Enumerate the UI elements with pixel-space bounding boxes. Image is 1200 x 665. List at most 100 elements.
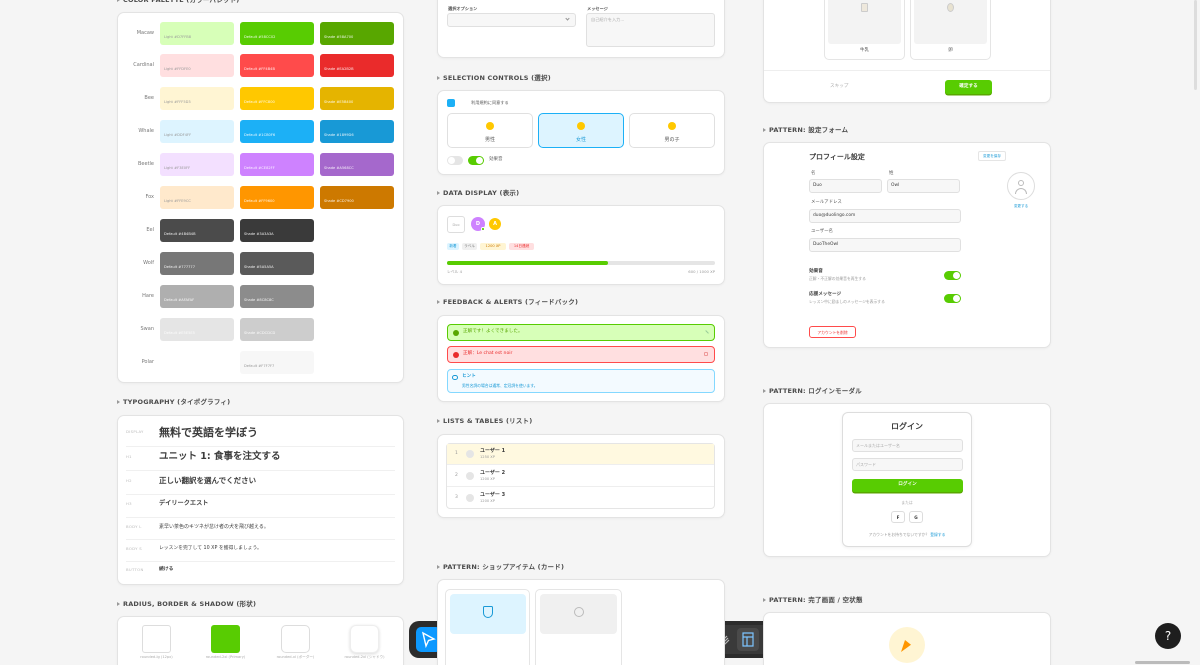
input[interactable] xyxy=(809,209,961,223)
heart-icon xyxy=(574,607,584,617)
delete-label: アカウントを削除 xyxy=(817,329,848,335)
avatar-head xyxy=(1018,180,1024,186)
field-label: メッセージ xyxy=(587,5,608,11)
section-header: DATA DISPLAY (表示) xyxy=(443,188,520,197)
item-icon xyxy=(947,3,954,12)
avatar-letter: A xyxy=(493,220,497,227)
section-header: TYPOGRAPHY (タイポグラフィ) xyxy=(123,397,231,406)
option-card[interactable] xyxy=(538,113,624,148)
list-avatar xyxy=(465,471,475,481)
swatch-label: Default #FF9600 xyxy=(244,199,275,203)
toggle-on[interactable] xyxy=(944,294,961,303)
color-swatch: Default #FF9600 xyxy=(240,186,314,209)
swatch-label: Shade #CD7900 xyxy=(324,199,354,203)
color-swatch: Light #FFDFE0 xyxy=(160,54,234,78)
swatch-label: Default #CE82FF xyxy=(244,166,275,171)
toggle-knob xyxy=(448,157,455,164)
confirm-label: 確定する xyxy=(959,83,978,89)
delete-button[interactable]: アカウントを削除 xyxy=(809,326,856,338)
swatch-label: Light #DDF4FF xyxy=(164,133,192,138)
color-swatch: Default #58CC02 xyxy=(240,21,314,45)
move-tool[interactable] xyxy=(416,627,441,652)
option-card[interactable] xyxy=(629,113,715,148)
setting-desc: レッスン中に励ましのメッセージを表示する xyxy=(809,299,885,305)
badge-text: 1200 XP xyxy=(485,243,501,248)
avatar-action[interactable]: 変更する xyxy=(1013,203,1029,208)
list-xp: 1200 XP xyxy=(480,477,495,482)
toggle-on[interactable] xyxy=(944,271,961,280)
confirm-button[interactable]: 確定する xyxy=(945,80,992,94)
login-button[interactable]: ログイン xyxy=(852,479,963,492)
login-button-label: ログイン xyxy=(898,482,917,488)
type-sample: 続ける xyxy=(159,566,174,572)
type-sample: ユニット 1: 食事を注文する xyxy=(159,451,281,463)
party-cone xyxy=(901,640,911,652)
option-card[interactable] xyxy=(447,113,533,148)
color-swatch: Default #F7F7F7 xyxy=(240,350,314,374)
swatch-label: Shade #EA2B2B xyxy=(324,67,354,72)
alert-flag[interactable] xyxy=(704,352,708,356)
input[interactable] xyxy=(809,179,882,193)
toggle-knob xyxy=(953,295,960,302)
section-marker xyxy=(763,389,766,393)
color-name: Bee xyxy=(144,95,154,102)
v-scrollbar[interactable] xyxy=(1194,0,1197,90)
field-label: メールアドレス xyxy=(811,199,842,205)
alert-success-text: 正解です！よくできました。 xyxy=(463,329,523,335)
toggle-knob xyxy=(953,272,960,279)
input[interactable] xyxy=(852,439,963,452)
toggle-off[interactable] xyxy=(447,156,463,165)
input-value: Owl xyxy=(891,182,900,188)
swatch-label: Light #D7FFB8 xyxy=(164,34,192,39)
color-swatch: Default #4B4B4B xyxy=(160,218,234,242)
list-name: ユーザー 1 xyxy=(480,447,506,454)
item-label: 卵 xyxy=(948,48,953,53)
design-mode[interactable] xyxy=(737,628,759,651)
shape-sample xyxy=(350,625,379,653)
select-card xyxy=(763,0,1051,103)
field-label: 名 xyxy=(811,170,816,176)
swatch-label: Light #F3E0FF xyxy=(164,166,191,171)
type-label: H2 xyxy=(126,478,132,484)
help-button[interactable]: ? xyxy=(1155,623,1181,649)
color-name: Whale xyxy=(138,128,154,135)
field-label: 選択オプション xyxy=(448,5,478,11)
alert-icon xyxy=(453,329,459,336)
swatch-label: Default #AFAFAF xyxy=(164,297,195,302)
input[interactable] xyxy=(887,179,960,193)
color-name: Cardinal xyxy=(133,62,154,69)
social-label: G xyxy=(914,514,918,520)
item-label: 牛乳 xyxy=(860,48,869,53)
color-swatch: Shade #8C8C8C xyxy=(240,284,314,308)
list-name: ユーザー 3 xyxy=(480,491,506,498)
color-name: Wolf xyxy=(143,259,154,266)
social-button[interactable]: F xyxy=(891,511,905,523)
alert-hint-body: 男性名詞の場合は通常、定冠詞を使います。 xyxy=(462,382,538,388)
alert-error-text: 正解：Le chat est noir xyxy=(463,351,513,357)
h-scrollbar[interactable] xyxy=(1135,661,1190,664)
shape-sample xyxy=(211,625,240,653)
input-value: DuoTheOwl xyxy=(813,241,839,247)
input[interactable] xyxy=(852,458,963,471)
section-header: LISTS & TABLES (リスト) xyxy=(443,416,533,425)
or-label: または xyxy=(901,500,913,505)
setting-title: 応援メッセージ xyxy=(809,291,842,297)
color-name: Beetle xyxy=(137,161,154,168)
type-sample: 無料で英語を学ぼう xyxy=(159,425,258,439)
shape-label: rounded-xl (ボーダー) xyxy=(276,655,315,659)
input[interactable] xyxy=(809,238,961,252)
option-label: 男の子 xyxy=(664,136,680,143)
textarea[interactable] xyxy=(586,13,715,47)
color-name: Macaw xyxy=(136,29,154,36)
section-marker xyxy=(437,300,440,304)
select-input[interactable] xyxy=(447,13,576,27)
profile-avatar xyxy=(1007,172,1035,200)
checkbox[interactable] xyxy=(447,99,455,107)
avatar: A xyxy=(489,218,501,230)
save-button[interactable]: 変更を保存 xyxy=(978,151,1006,161)
list-rank: 3 xyxy=(455,494,458,500)
swatch-label: Shade #1899D6 xyxy=(324,133,354,138)
social-button[interactable]: G xyxy=(909,511,923,523)
signup-link[interactable]: 登録する xyxy=(930,532,946,537)
section-header: PATTERN: 設定フォーム xyxy=(769,125,849,134)
